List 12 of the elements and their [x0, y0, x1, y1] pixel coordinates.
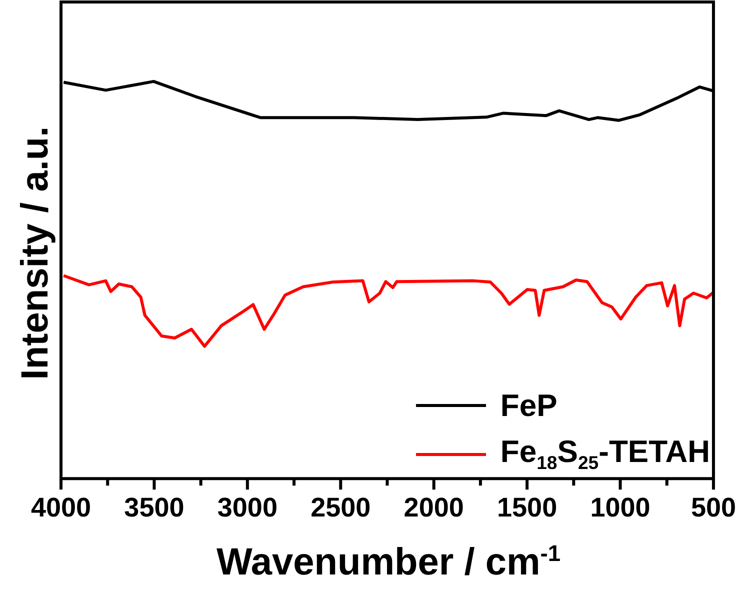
legend-label: Fe$_{18}$S$_{25}$-TETAH: [500, 434, 710, 475]
y-axis-title: Intensity / a.u.: [14, 126, 58, 380]
x-axis-title: Wavenumber / cm$^{-1}$: [215, 540, 562, 585]
x-tick-label: 3500: [124, 492, 184, 522]
x-tick-label: 500: [690, 492, 736, 522]
legend-label: FeP: [500, 388, 558, 424]
x-tick-label: 4000: [30, 492, 92, 522]
x-tick-label: 2500: [310, 492, 371, 522]
x-tick-label: 3000: [217, 492, 278, 522]
x-tick-label: 1000: [590, 492, 650, 522]
x-tick-label: 1500: [497, 492, 558, 522]
x-tick-label: 2000: [404, 492, 464, 522]
